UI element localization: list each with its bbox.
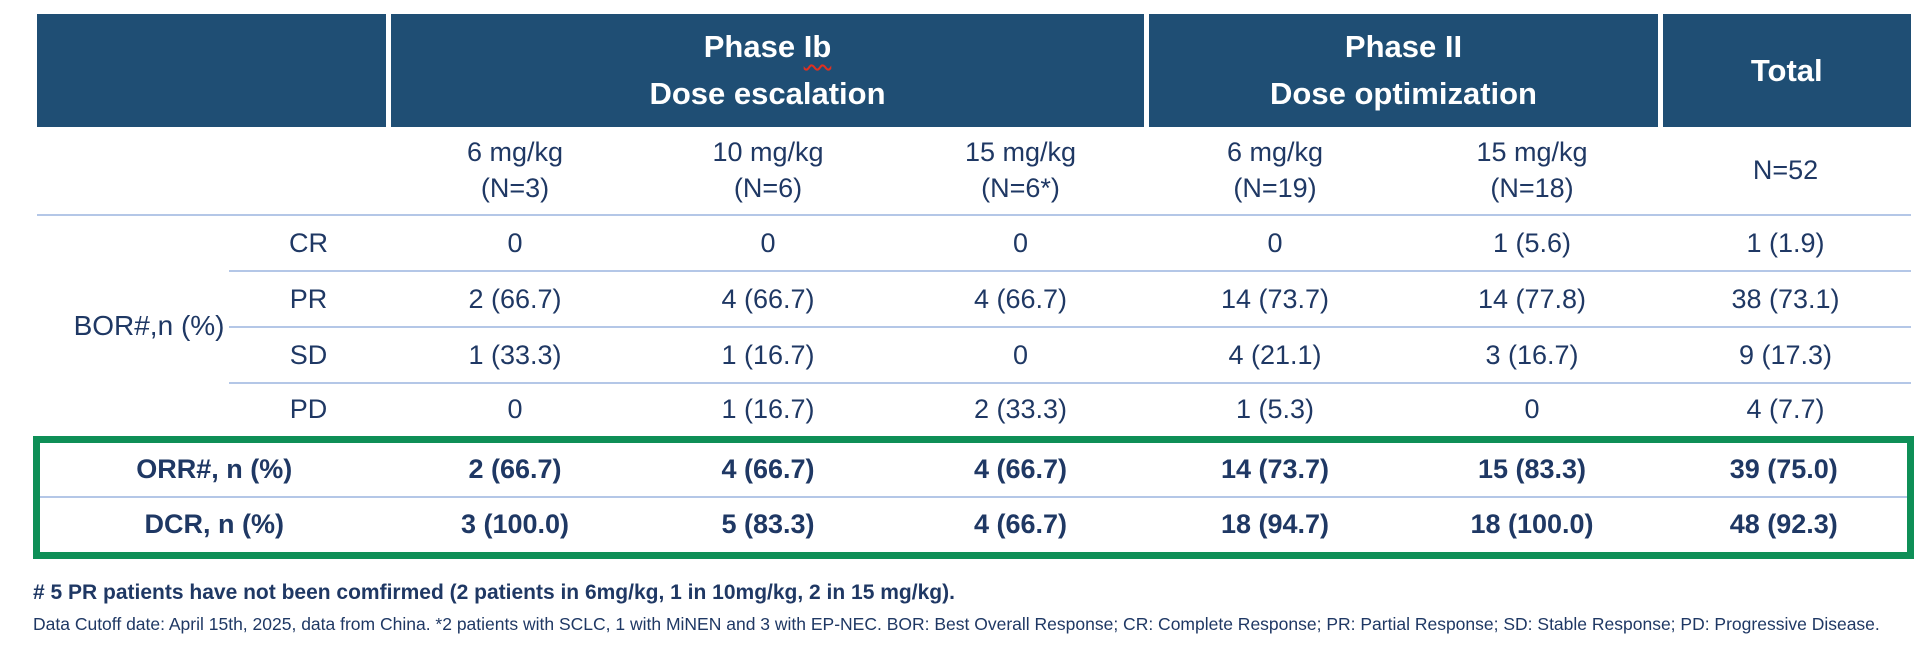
results-table: Phase Ib Dose escalation Phase II Dose o…	[33, 14, 1915, 559]
dose-header-empty-cell	[36, 127, 389, 216]
value-cell: 2 (66.7)	[388, 435, 642, 498]
value-cell: 1 (5.3)	[1235, 394, 1315, 425]
value-cell: 0	[894, 327, 1147, 384]
value-cell: 5 (83.3)	[641, 497, 895, 559]
dose-n-label: (N=18)	[1490, 172, 1574, 203]
value-cell: 1 (1.9)	[1660, 215, 1911, 272]
value-cell: 4 (66.7)	[894, 271, 1147, 328]
dose-header-cell: 15 mg/kg (N=6*)	[894, 127, 1147, 216]
dose-n-label: (N=6)	[733, 172, 803, 203]
dose-label: 15 mg/kg	[964, 137, 1077, 168]
header-band-row: Phase Ib Dose escalation Phase II Dose o…	[36, 14, 1911, 127]
table-row-pd: PD 0 1 (16.7) 2 (33.3) 1 (5.3) 0 4 (7.7)	[37, 383, 1911, 439]
summary-row-label: ORR#, n (%)	[33, 435, 389, 498]
value-cell: 48 (92.3)	[1660, 497, 1915, 559]
value-cell: 0	[507, 394, 523, 425]
value-cell: 4 (21.1)	[1146, 327, 1404, 384]
bor-row-label: PR	[228, 271, 389, 328]
phase-ii-subtitle: Dose optimization	[1270, 75, 1537, 111]
dose-header-row: 6 mg/kg (N=3) 10 mg/kg (N=6) 15 mg/kg (N…	[36, 127, 1911, 216]
value-cell: 0	[1524, 394, 1540, 425]
value-cell: 3 (100.0)	[388, 497, 642, 559]
value-cell: 0	[1146, 215, 1404, 272]
dose-n-label: (N=19)	[1233, 172, 1317, 203]
value-cell: 14 (77.8)	[1403, 271, 1661, 328]
bor-row-label: CR	[228, 215, 389, 272]
value-cell: 38 (73.1)	[1660, 271, 1911, 328]
value-cell: 15 (83.3)	[1403, 435, 1661, 498]
value-cell: 39 (75.0)	[1660, 435, 1915, 498]
bor-row-label: SD	[228, 327, 389, 384]
value-cell: 0	[641, 215, 895, 272]
total-header-cell: Total	[1658, 14, 1911, 127]
value-cell: 9 (17.3)	[1660, 327, 1911, 384]
table-row-cr: BOR#,n (%) CR 0 0 0 0 1 (5.6) 1 (1.9)	[37, 215, 1911, 341]
value-cell: 0	[894, 215, 1147, 272]
phase-ii-title: Phase II	[1344, 29, 1463, 64]
value-cell: 4 (7.7)	[1746, 394, 1825, 425]
dose-header-cell: 6 mg/kg (N=3)	[388, 127, 642, 216]
value-cell: 4 (66.7)	[894, 435, 1147, 498]
dose-header-cell: 15 mg/kg (N=18)	[1403, 127, 1661, 216]
footnote-data-cutoff: Data Cutoff date: April 15th, 2025, data…	[33, 613, 1880, 634]
table-row-pr: PR 2 (66.7) 4 (66.7) 4 (66.7) 14 (73.7) …	[37, 271, 1911, 328]
value-cell: 4 (66.7)	[894, 497, 1147, 559]
summary-row-label: DCR, n (%)	[33, 497, 389, 559]
value-cell: 4 (66.7)	[641, 271, 895, 328]
value-cell: 18 (94.7)	[1146, 497, 1404, 559]
dose-n-label: (N=6*)	[981, 172, 1060, 203]
dose-label: 10 mg/kg	[712, 137, 824, 168]
bor-row-label: PD	[289, 394, 328, 425]
value-cell: 2 (33.3)	[973, 394, 1068, 425]
phase-ib-header-cell: Phase Ib Dose escalation	[385, 14, 1147, 127]
value-cell: 1 (16.7)	[721, 394, 815, 425]
dose-header-cell: 6 mg/kg (N=19)	[1146, 127, 1404, 216]
value-cell: 14 (73.7)	[1146, 435, 1404, 498]
phase-ib-flagged-word: Ib	[803, 29, 832, 64]
table-row-orr: ORR#, n (%) 2 (66.7) 4 (66.7) 4 (66.7) 1…	[33, 435, 1915, 498]
table-row-dcr: DCR, n (%) 3 (100.0) 5 (83.3) 4 (66.7) 1…	[33, 497, 1915, 559]
phase-ii-header-cell: Phase II Dose optimization	[1144, 14, 1661, 127]
value-cell: 1 (33.3)	[388, 327, 642, 384]
total-n-cell: N=52	[1660, 127, 1911, 216]
value-cell: 0	[388, 215, 642, 272]
dose-label: 6 mg/kg	[466, 137, 564, 168]
value-cell: 4 (66.7)	[641, 435, 895, 498]
dose-label: 15 mg/kg	[1476, 137, 1588, 168]
phase-ib-subtitle: Dose escalation	[649, 75, 886, 111]
dose-label: 6 mg/kg	[1226, 137, 1324, 168]
footnote-confirmed-note: # 5 PR patients have not been comfirmed …	[33, 580, 955, 604]
bor-group-label: BOR#,n (%)	[73, 309, 225, 341]
value-cell: 14 (73.7)	[1146, 271, 1404, 328]
phase-ib-title-prefix: Phase	[703, 29, 796, 64]
value-cell: 18 (100.0)	[1403, 497, 1661, 559]
table-row-sd: SD 1 (33.3) 1 (16.7) 0 4 (21.1) 3 (16.7)…	[37, 327, 1911, 384]
corner-cell	[36, 14, 389, 127]
phase-ib-title: Phase Ib	[394, 24, 1145, 71]
value-cell: 1 (5.6)	[1403, 215, 1661, 272]
dose-n-label: (N=3)	[480, 172, 550, 203]
value-cell: 2 (66.7)	[388, 271, 642, 328]
value-cell: 3 (16.7)	[1403, 327, 1661, 384]
value-cell: 1 (16.7)	[641, 327, 895, 384]
dose-header-cell: 10 mg/kg (N=6)	[641, 127, 895, 216]
